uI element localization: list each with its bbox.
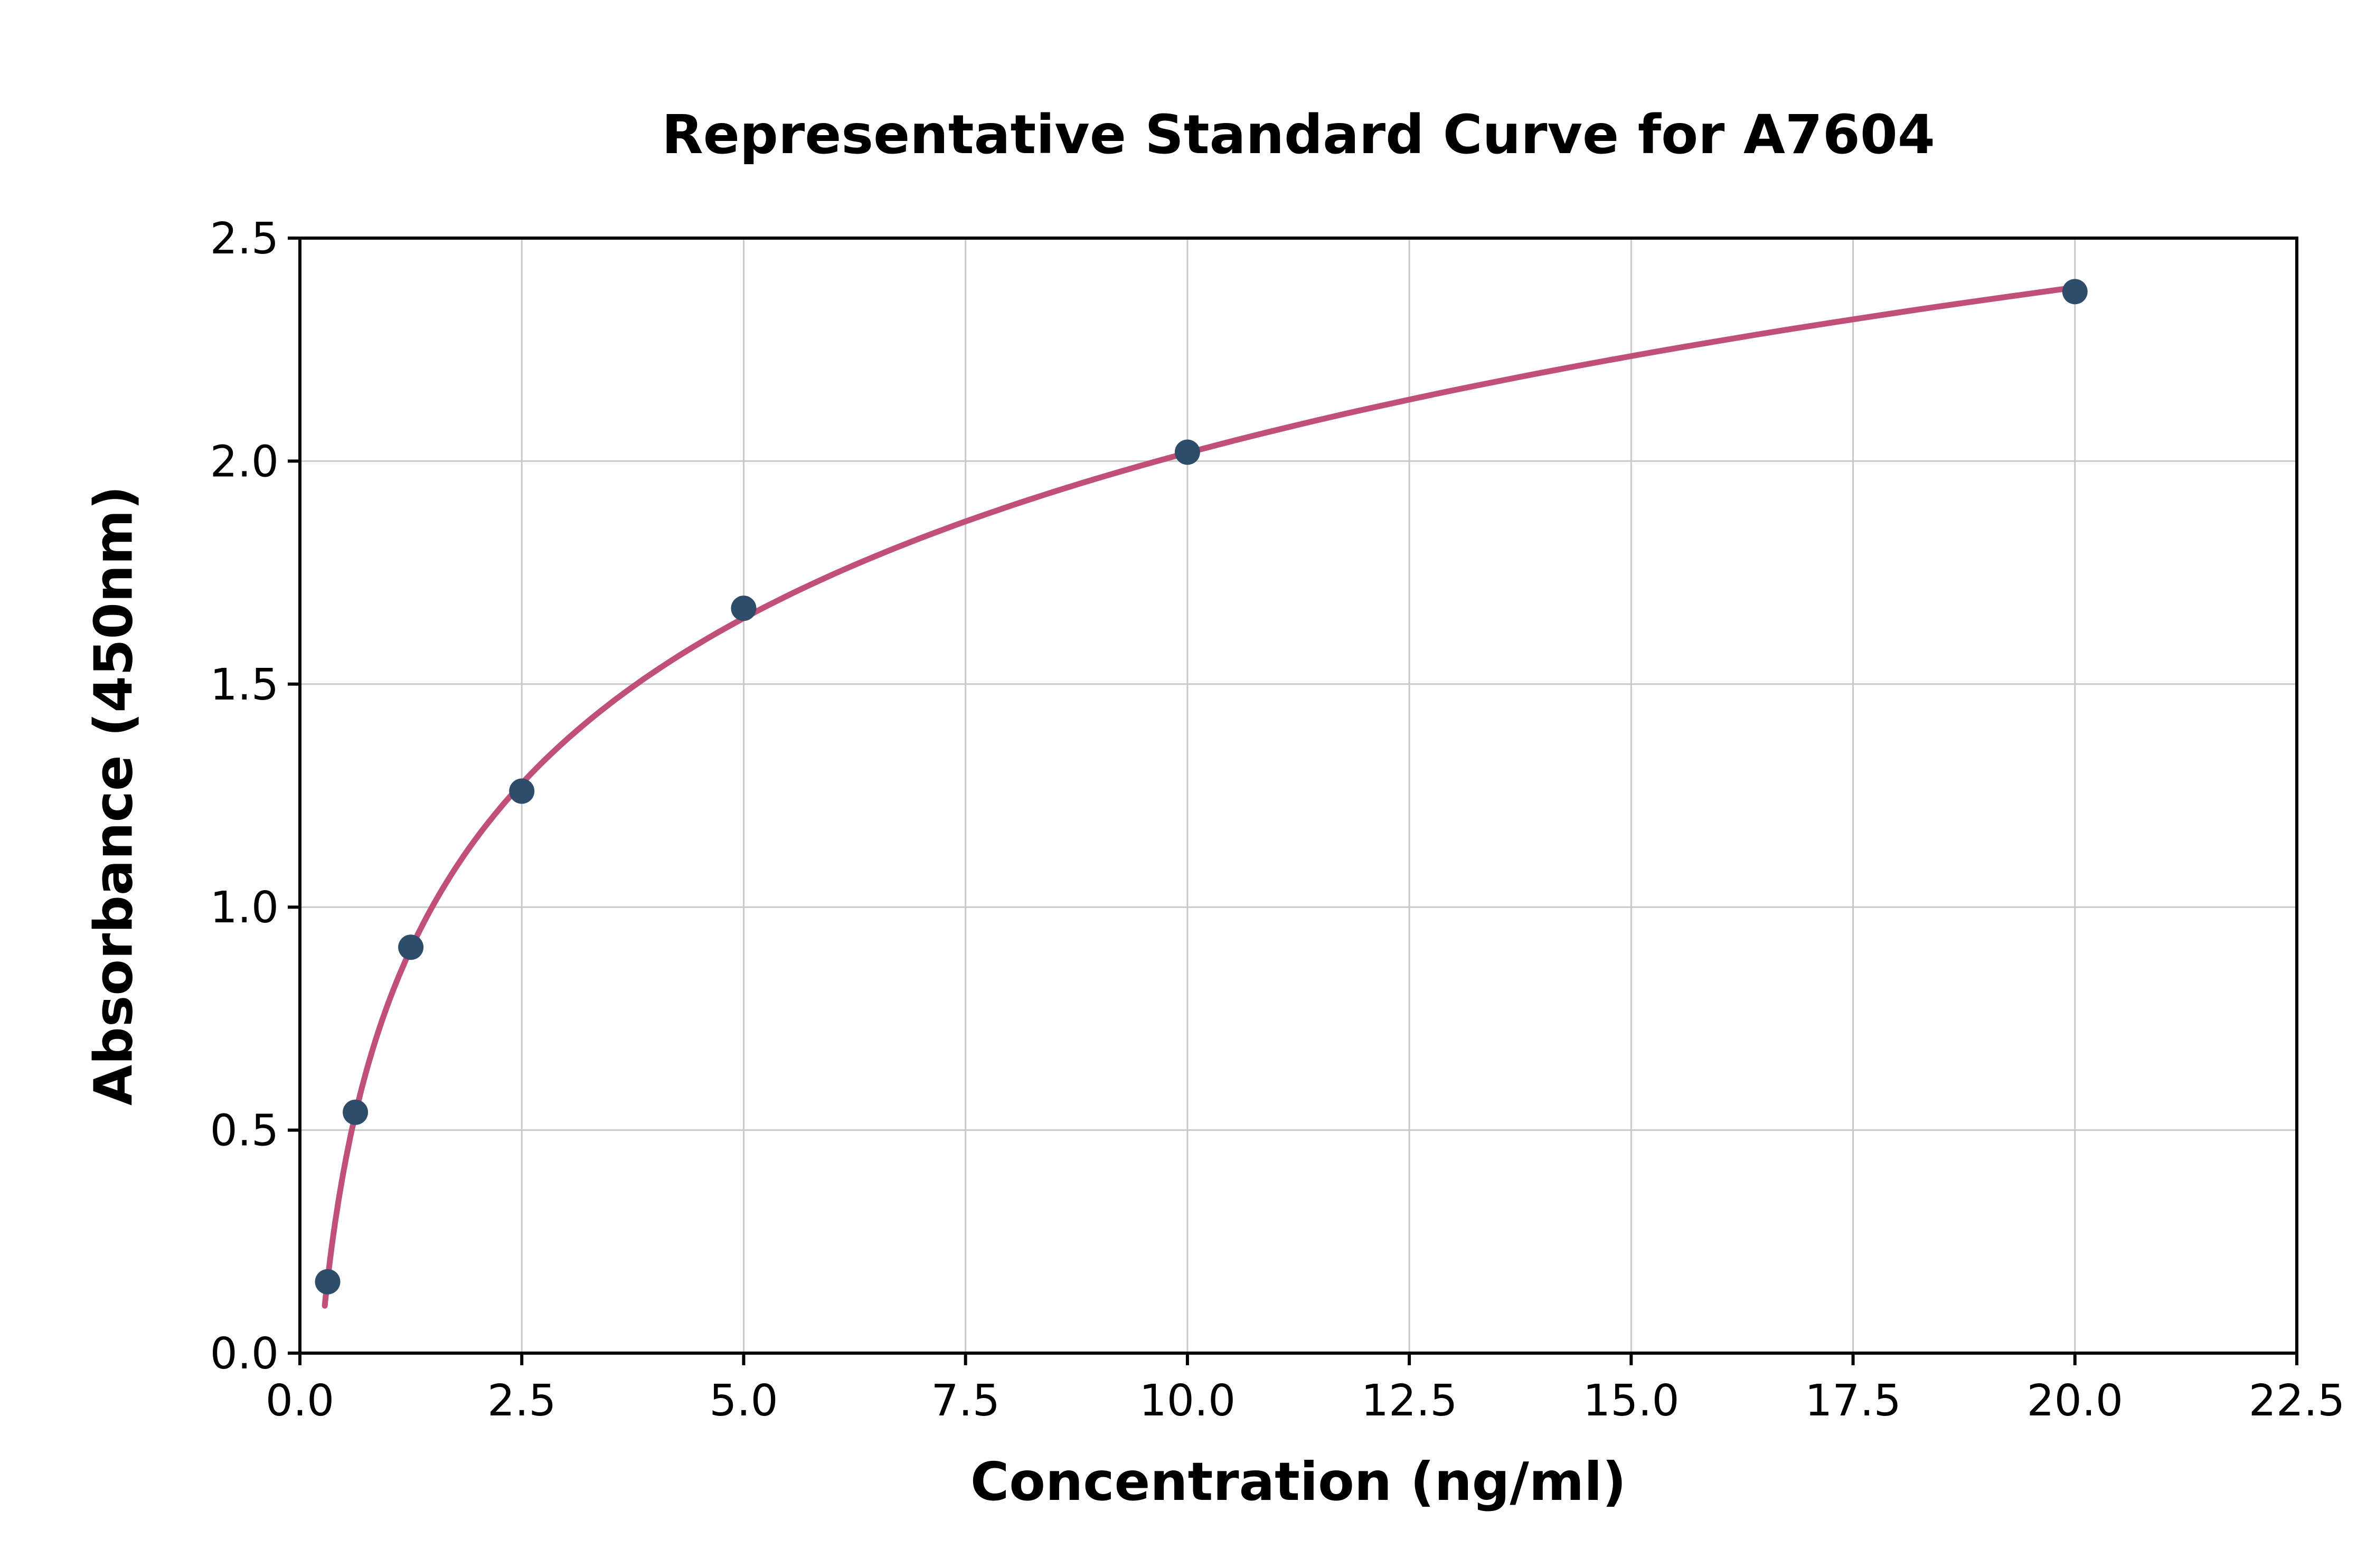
chart-title: Representative Standard Curve for A7604 — [662, 103, 1935, 166]
y-axis-label: Absorbance (450nm) — [82, 485, 145, 1106]
x-tick-label: 5.0 — [709, 1376, 778, 1426]
data-point — [509, 778, 535, 804]
data-point — [315, 1269, 341, 1295]
y-tick-label: 2.5 — [210, 214, 279, 264]
x-tick-label: 10.0 — [1139, 1376, 1236, 1426]
y-tick-label: 1.5 — [210, 660, 279, 710]
fit-curve — [322, 285, 2078, 1309]
y-tick-label: 0.0 — [210, 1329, 279, 1379]
data-point — [2062, 279, 2088, 305]
x-tick-label: 20.0 — [2026, 1376, 2123, 1426]
x-tick-label: 22.5 — [2249, 1376, 2345, 1426]
axes-spines — [298, 237, 2298, 1355]
x-tick-label: 2.5 — [487, 1376, 556, 1426]
x-tick-label: 0.0 — [266, 1376, 334, 1426]
x-tick-label: 17.5 — [1805, 1376, 1901, 1426]
data-point — [1174, 439, 1200, 465]
data-point — [398, 934, 424, 960]
y-tick-label: 0.5 — [210, 1106, 279, 1156]
x-axis-label: Concentration (ng/ml) — [970, 1451, 1627, 1513]
y-tick-label: 1.0 — [210, 883, 279, 933]
data-point — [343, 1099, 369, 1125]
y-tick-label: 2.0 — [210, 437, 279, 487]
x-tick-label: 12.5 — [1361, 1376, 1458, 1426]
x-tick-label: 15.0 — [1583, 1376, 1680, 1426]
data-point — [731, 596, 757, 621]
x-tick-label: 7.5 — [931, 1376, 1000, 1426]
